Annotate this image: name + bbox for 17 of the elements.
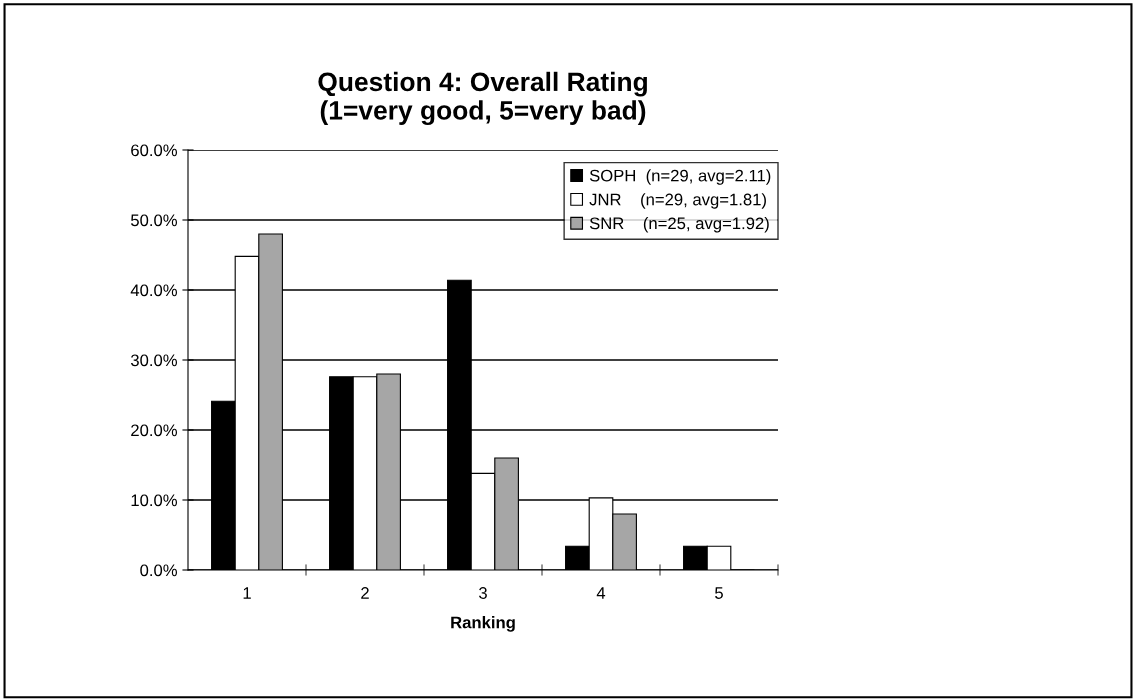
legend-label: SOPH (n=29, avg=2.11) [589,169,771,185]
x-tick-label: 4 [596,587,606,599]
y-tick-label: 0.0% [140,564,177,577]
x-axis-title: Ranking [451,616,515,632]
y-tick-label: 60.0% [131,144,177,157]
x-tick-label: 5 [715,587,723,599]
legend-label: JNR (n=29, avg=1.81) [589,193,766,209]
y-tick-label: 40.0% [130,284,177,297]
x-tick-label: 1 [243,587,251,599]
x-tick-label: 3 [479,587,487,599]
legend-label: SNR (n=25, avg=1.92) [589,217,769,233]
y-tick-label: 30.0% [130,354,177,367]
chart-title: Question 4: Overall Rating (1=very good, 5=very bad) [318,71,647,126]
y-tick-label: 20.0% [131,424,177,437]
x-tick-label: 2 [361,587,369,599]
y-tick-label: 10.0% [131,494,177,507]
y-tick-label: 50.0% [130,214,177,227]
